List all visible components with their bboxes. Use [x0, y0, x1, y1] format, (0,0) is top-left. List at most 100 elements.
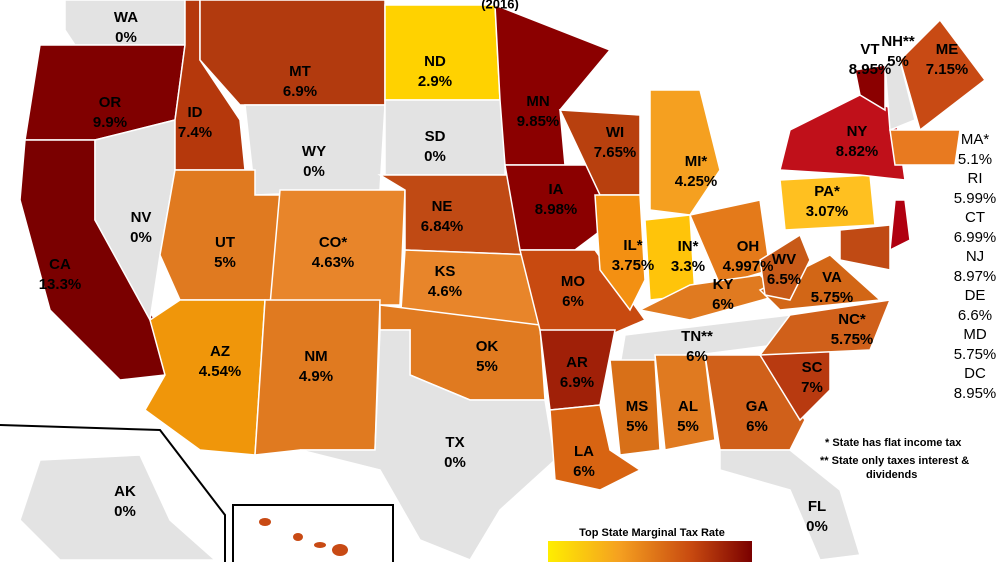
state-abbr: NE — [432, 198, 453, 215]
state-abbr: TX — [445, 434, 464, 451]
state-rate: 4.54% — [199, 363, 242, 380]
state-rate: 8.98% — [535, 201, 578, 218]
state-abbr: VA — [822, 269, 842, 286]
state-rate: 5% — [626, 418, 648, 435]
state-abbr: ND — [424, 53, 446, 70]
state-rate: 5% — [214, 254, 236, 271]
state-abbr: SD — [425, 128, 446, 145]
state-rate: 4.9% — [299, 368, 333, 385]
footnote: ** State only taxes interest & — [820, 455, 969, 467]
state-rate: 0% — [114, 503, 136, 520]
state-rate: 4.63% — [312, 254, 355, 271]
state-abbr: NM — [304, 348, 327, 365]
state-abbr: OK — [476, 338, 499, 355]
state-abbr: WA — [114, 9, 138, 26]
state-abbr: WY — [302, 143, 326, 160]
side-abbr: RI — [968, 170, 983, 187]
footnote: dividends — [866, 469, 917, 481]
side-abbr: DC — [964, 365, 986, 382]
state-abbr: TN** — [681, 328, 713, 345]
state-abbr: PA* — [814, 183, 840, 200]
state-abbr: IA — [549, 181, 564, 198]
state-abbr: IN* — [678, 238, 699, 255]
state-rate: 5% — [476, 358, 498, 375]
state-rate: 5% — [887, 53, 909, 70]
state-rate: 0% — [130, 229, 152, 246]
side-abbr: NJ — [966, 248, 984, 265]
state-abbr: VT — [860, 41, 879, 58]
side-rate: 5.1% — [958, 151, 992, 168]
state-rate: 0% — [115, 29, 137, 46]
state-rate: 7.65% — [594, 144, 637, 161]
state-rate: 6.9% — [283, 83, 317, 100]
state-rate: 8.95% — [849, 61, 892, 78]
state-rate: 0% — [303, 163, 325, 180]
side-abbr: MA* — [961, 131, 990, 148]
state-rate: 3.07% — [806, 203, 849, 220]
state-abbr: NV — [131, 209, 152, 226]
side-rate: 5.75% — [954, 346, 997, 363]
state-abbr: AL — [678, 398, 698, 415]
footnote: * State has flat income tax — [825, 437, 962, 449]
state-rate: 6.9% — [560, 374, 594, 391]
state-rate: 3.75% — [612, 257, 655, 274]
state-abbr: GA — [746, 398, 769, 415]
state-abbr: MI* — [685, 153, 708, 170]
state-abbr: ME — [936, 41, 959, 58]
state-rate: 0% — [424, 148, 446, 165]
state-rate: 6.5% — [767, 271, 801, 288]
state-rate: 7% — [801, 379, 823, 396]
state-rate: 0% — [444, 454, 466, 471]
side-rate: 6.99% — [954, 229, 997, 246]
state-abbr: OR — [99, 94, 122, 111]
state-rate: 6% — [573, 463, 595, 480]
state-rate: 5% — [677, 418, 699, 435]
hawaii-frame — [232, 504, 394, 567]
state-abbr: AK — [114, 483, 136, 500]
state-rate: 9.85% — [517, 113, 560, 130]
state-abbr: CO* — [319, 234, 348, 251]
state-abbr: MS — [626, 398, 649, 415]
state-rate: 6.84% — [421, 218, 464, 235]
state-rate: 2.9% — [418, 73, 452, 90]
side-rate: 5.99% — [954, 190, 997, 207]
state-rate: 5.75% — [811, 289, 854, 306]
state-rate: 6% — [686, 348, 708, 365]
state-abbr: SC — [802, 359, 823, 376]
state-abbr: WV — [772, 251, 796, 268]
state-rate: 6% — [746, 418, 768, 435]
side-rate: 8.95% — [954, 385, 997, 402]
state-rate: 0% — [806, 518, 828, 535]
labels: WA 0% OR 9.9% CA 13.3% ID 7.4% NV 0% MT 6.9% WY 0% UT 5… — [39, 9, 997, 535]
state-abbr: MN — [526, 93, 549, 110]
state-abbr: FL — [808, 498, 826, 515]
state-abbr: NY — [847, 123, 868, 140]
state-abbr: WI — [606, 124, 624, 141]
state-abbr: LA — [574, 443, 594, 460]
state-rate: 5.75% — [831, 331, 874, 348]
state-abbr: KY — [713, 276, 734, 293]
state-abbr: MT — [289, 63, 311, 80]
state-abbr: NC* — [838, 311, 866, 328]
state-abbr: NH** — [881, 33, 915, 50]
legend-title: Top State Marginal Tax Rate — [579, 527, 725, 539]
side-abbr: CT — [965, 209, 985, 226]
legend-gradient — [548, 541, 752, 563]
alaska-frame — [0, 424, 226, 562]
state-rate: 7.15% — [926, 61, 969, 78]
side-rate: 8.97% — [954, 268, 997, 285]
state-rate: 4.6% — [428, 283, 462, 300]
state-abbr: IL* — [623, 237, 642, 254]
state-abbr: MO — [561, 273, 585, 290]
state-rate: 9.9% — [93, 114, 127, 131]
state-abbr: UT — [215, 234, 235, 251]
state-abbr: KS — [435, 263, 456, 280]
state-abbr: CA — [49, 256, 71, 273]
state-rate: 4.997% — [723, 258, 774, 275]
side-abbr: MD — [963, 326, 986, 343]
state-abbr: AR — [566, 354, 588, 371]
state-rate: 8.82% — [836, 143, 879, 160]
subtitle: (2016) — [481, 0, 519, 11]
state-rate: 6% — [712, 296, 734, 313]
